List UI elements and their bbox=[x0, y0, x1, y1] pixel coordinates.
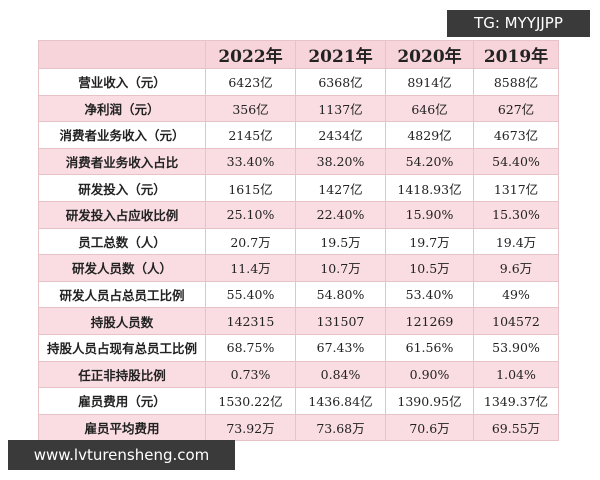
site-overlay: www.lvturensheng.com bbox=[8, 440, 235, 470]
value-cell: 0.84% bbox=[295, 360, 386, 389]
value-cell: 49% bbox=[473, 280, 559, 309]
header-cell bbox=[38, 40, 206, 69]
table-row: 员工总数（人） 20.7万 19.5万 19.7万 19.4万 bbox=[38, 227, 559, 256]
table-row: 净利润（元） 356亿 1137亿 646亿 627亿 bbox=[38, 94, 559, 123]
value-cell: 131507 bbox=[295, 307, 386, 335]
header-row: 2022年 2021年 2020年 2019年 bbox=[38, 40, 559, 69]
table-row: 持股人员数 142315 131507 121269 104572 bbox=[38, 307, 559, 335]
table-row: 研发投入（元） 1615亿 1427亿 1418.93亿 1317亿 bbox=[38, 174, 559, 202]
value-cell: 1390.95亿 bbox=[385, 387, 474, 415]
row-label: 雇员费用（元） bbox=[38, 387, 206, 415]
value-cell: 0.90% bbox=[385, 360, 474, 389]
row-label: 研发投入占应收比例 bbox=[38, 200, 206, 229]
value-cell: 4829亿 bbox=[385, 121, 474, 149]
value-cell: 2145亿 bbox=[205, 121, 296, 149]
row-label: 营业收入（元） bbox=[38, 68, 206, 96]
table-row: 持股人员占现有总员工比例 68.75% 67.43% 61.56% 53.90% bbox=[38, 333, 559, 362]
row-label: 持股人员占现有总员工比例 bbox=[38, 333, 206, 362]
value-cell: 19.5万 bbox=[295, 227, 386, 256]
value-cell: 104572 bbox=[473, 307, 559, 335]
row-label: 研发人员占总员工比例 bbox=[38, 280, 206, 309]
value-cell: 6368亿 bbox=[295, 68, 386, 96]
row-label: 持股人员数 bbox=[38, 307, 206, 335]
table-row: 营业收入（元） 6423亿 6368亿 8914亿 8588亿 bbox=[38, 68, 559, 96]
value-cell: 73.92万 bbox=[205, 413, 296, 442]
value-cell: 356亿 bbox=[205, 94, 296, 123]
value-cell: 1427亿 bbox=[295, 174, 386, 202]
row-label: 研发投入（元） bbox=[38, 174, 206, 202]
table-row: 研发人员数（人） 11.4万 10.7万 10.5万 9.6万 bbox=[38, 254, 559, 282]
row-label: 员工总数（人） bbox=[38, 227, 206, 256]
header-cell: 2021年 bbox=[295, 40, 386, 69]
value-cell: 10.5万 bbox=[385, 254, 474, 282]
value-cell: 1349.37亿 bbox=[473, 387, 559, 415]
table-body: 2022年 2021年 2020年 2019年 营业收入（元） 6423亿 6368亿 891… bbox=[38, 40, 559, 442]
value-cell: 1137亿 bbox=[295, 94, 386, 123]
value-cell: 54.80% bbox=[295, 280, 386, 309]
value-cell: 69.55万 bbox=[473, 413, 559, 442]
table-row: 雇员费用（元） 1530.22亿 1436.84亿 1390.95亿 1349.37亿 bbox=[38, 387, 559, 415]
value-cell: 1530.22亿 bbox=[205, 387, 296, 415]
value-cell: 9.6万 bbox=[473, 254, 559, 282]
value-cell: 19.4万 bbox=[473, 227, 559, 256]
row-label: 消费者业务收入（元） bbox=[38, 121, 206, 149]
value-cell: 73.68万 bbox=[295, 413, 386, 442]
row-label: 消费者业务收入占比 bbox=[38, 147, 206, 176]
value-cell: 646亿 bbox=[385, 94, 474, 123]
value-cell: 4673亿 bbox=[473, 121, 559, 149]
value-cell: 54.40% bbox=[473, 147, 559, 176]
value-cell: 11.4万 bbox=[205, 254, 296, 282]
value-cell: 25.10% bbox=[205, 200, 296, 229]
value-cell: 627亿 bbox=[473, 94, 559, 123]
table-row: 雇员平均费用 73.92万 73.68万 70.6万 69.55万 bbox=[38, 413, 559, 442]
value-cell: 61.56% bbox=[385, 333, 474, 362]
value-cell: 20.7万 bbox=[205, 227, 296, 256]
row-label: 雇员平均费用 bbox=[38, 413, 206, 442]
value-cell: 6423亿 bbox=[205, 68, 296, 96]
data-table: 2022年 2021年 2020年 2019年 营业收入（元） 6423亿 6368亿 891… bbox=[38, 40, 559, 442]
header-cell: 2020年 bbox=[385, 40, 474, 69]
value-cell: 1436.84亿 bbox=[295, 387, 386, 415]
value-cell: 54.20% bbox=[385, 147, 474, 176]
value-cell: 38.20% bbox=[295, 147, 386, 176]
table-row: 消费者业务收入（元） 2145亿 2434亿 4829亿 4673亿 bbox=[38, 121, 559, 149]
value-cell: 70.6万 bbox=[385, 413, 474, 442]
value-cell: 33.40% bbox=[205, 147, 296, 176]
value-cell: 55.40% bbox=[205, 280, 296, 309]
value-cell: 1615亿 bbox=[205, 174, 296, 202]
value-cell: 53.90% bbox=[473, 333, 559, 362]
value-cell: 8914亿 bbox=[385, 68, 474, 96]
value-cell: 2434亿 bbox=[295, 121, 386, 149]
value-cell: 1.04% bbox=[473, 360, 559, 389]
header-cell: 2022年 bbox=[205, 40, 296, 69]
row-label: 净利润（元） bbox=[38, 94, 206, 123]
value-cell: 68.75% bbox=[205, 333, 296, 362]
row-label: 研发人员数（人） bbox=[38, 254, 206, 282]
row-label: 任正非持股比例 bbox=[38, 360, 206, 389]
value-cell: 8588亿 bbox=[473, 68, 559, 96]
value-cell: 53.40% bbox=[385, 280, 474, 309]
value-cell: 1317亿 bbox=[473, 174, 559, 202]
value-cell: 0.73% bbox=[205, 360, 296, 389]
tag-overlay: TG: MYYJJPP bbox=[447, 10, 590, 37]
value-cell: 15.30% bbox=[473, 200, 559, 229]
value-cell: 15.90% bbox=[385, 200, 474, 229]
value-cell: 67.43% bbox=[295, 333, 386, 362]
table-row: 研发人员占总员工比例 55.40% 54.80% 53.40% 49% bbox=[38, 280, 559, 309]
table-row: 消费者业务收入占比 33.40% 38.20% 54.20% 54.40% bbox=[38, 147, 559, 176]
table-row: 研发投入占应收比例 25.10% 22.40% 15.90% 15.30% bbox=[38, 200, 559, 229]
value-cell: 121269 bbox=[385, 307, 474, 335]
value-cell: 22.40% bbox=[295, 200, 386, 229]
value-cell: 1418.93亿 bbox=[385, 174, 474, 202]
value-cell: 19.7万 bbox=[385, 227, 474, 256]
value-cell: 10.7万 bbox=[295, 254, 386, 282]
header-cell: 2019年 bbox=[473, 40, 559, 69]
table-row: 任正非持股比例 0.73% 0.84% 0.90% 1.04% bbox=[38, 360, 559, 389]
value-cell: 142315 bbox=[205, 307, 296, 335]
